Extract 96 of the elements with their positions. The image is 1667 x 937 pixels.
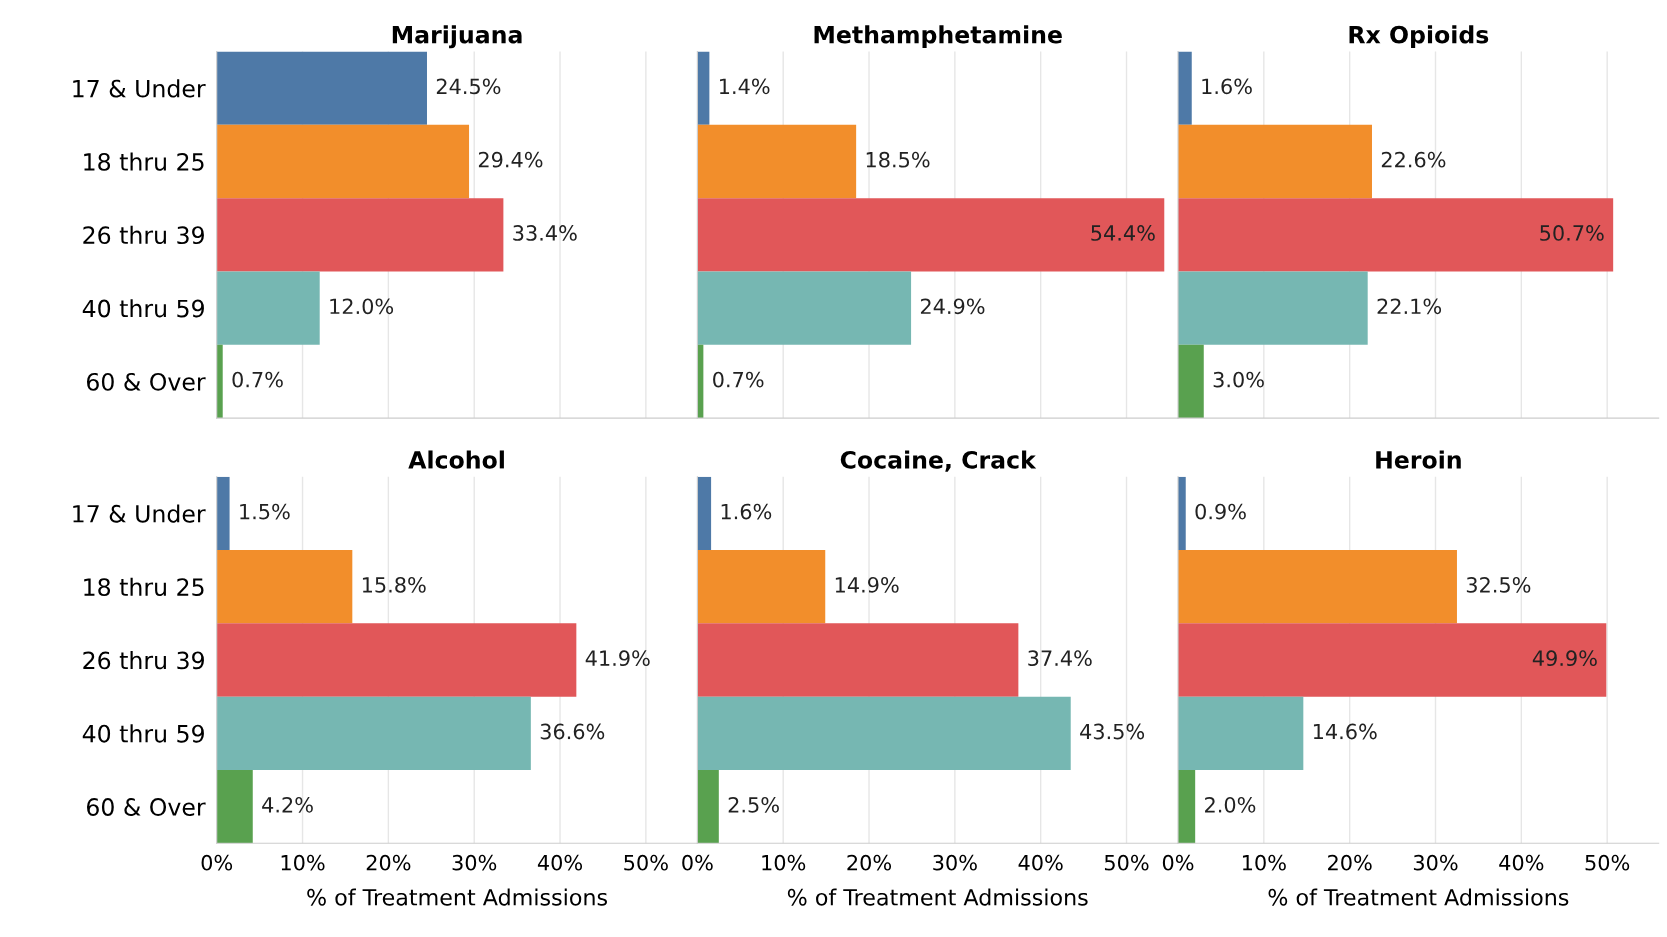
bar (216, 623, 577, 697)
data-label: 1.6% (721, 503, 772, 520)
data-label: 29.4% (478, 151, 543, 168)
data-label: 36.6% (540, 723, 605, 740)
y-tick-label: 60 & Over (86, 798, 206, 816)
x-tick-label: 0% (682, 854, 713, 871)
bar (216, 198, 504, 272)
x-tick-label: 0% (1162, 854, 1194, 871)
chart-title: Marijuana (392, 25, 522, 49)
data-label: 12.0% (330, 298, 394, 315)
data-label: 43.5% (1080, 723, 1145, 740)
y-tick-label: 17 & Under (73, 504, 206, 523)
bar (1178, 124, 1372, 199)
x-tick-label: 50% (624, 854, 668, 871)
bar (697, 124, 857, 199)
x-tick-label: 40% (537, 854, 583, 871)
data-label: 37.4% (1028, 650, 1092, 667)
chart-title: Cocaine, Crack (840, 450, 1037, 472)
bar (216, 696, 531, 770)
x-tick-label: 30% (933, 854, 977, 871)
x-tick-label: 10% (281, 854, 325, 871)
bar (216, 344, 223, 419)
data-label: 50.7% (1540, 225, 1604, 241)
x-tick-label: 30% (1413, 854, 1458, 871)
bar (697, 769, 719, 844)
data-label: 15.8% (362, 577, 426, 593)
data-label: 2.0% (1205, 796, 1256, 813)
y-tick-label: 40 thru 59 (82, 299, 204, 318)
data-label: 1.5% (240, 503, 290, 520)
x-tick-label: 40% (1499, 854, 1544, 871)
data-label: 24.9% (920, 298, 985, 315)
data-label: 54.4% (1091, 225, 1155, 241)
data-label: 32.5% (1466, 577, 1531, 593)
bar (216, 51, 427, 125)
data-label: 3.0% (1213, 371, 1264, 388)
data-label: 14.9% (835, 577, 899, 593)
x-tick-label: 20% (847, 854, 892, 871)
bar (697, 271, 912, 345)
bar (697, 198, 1165, 272)
x-axis-title: % of Treatment Admissions (787, 888, 1088, 906)
data-label: 22.1% (1377, 298, 1442, 315)
bar (697, 550, 826, 624)
y-tick-label: 26 thru 39 (83, 651, 204, 670)
bar (697, 623, 1019, 697)
x-tick-label: 20% (366, 854, 411, 871)
data-label: 2.5% (728, 796, 779, 813)
bar (1178, 198, 1614, 272)
chart-title: Alcohol (408, 450, 504, 469)
x-tick-label: 20% (1328, 854, 1372, 871)
data-label: 41.9% (585, 650, 650, 667)
y-tick-label: 17 & Under (73, 79, 206, 98)
x-tick-label: 10% (1242, 854, 1286, 871)
bar (216, 769, 253, 844)
y-tick-label: 18 thru 25 (84, 577, 204, 597)
data-label: 22.6% (1381, 151, 1446, 168)
chart-title: Methamphetamine (814, 25, 1062, 49)
bar (1178, 344, 1204, 419)
x-tick-label: 50% (1585, 854, 1630, 871)
data-label: 18.5% (866, 151, 930, 168)
bar (1178, 769, 1196, 844)
bar (1178, 623, 1607, 697)
bar (697, 476, 712, 551)
y-tick-label: 26 thru 39 (83, 225, 204, 245)
data-label: 33.4% (513, 225, 577, 241)
y-tick-label: 40 thru 59 (82, 724, 204, 743)
x-tick-label: 0% (201, 854, 233, 871)
chart-title: Rx Opioids (1349, 25, 1489, 49)
bar (1178, 696, 1304, 770)
x-tick-label: 30% (452, 854, 497, 871)
bar (1178, 550, 1457, 624)
bar (1178, 476, 1186, 551)
x-axis-title: % of Treatment Admissions (307, 888, 608, 906)
chart-title: Heroin (1376, 450, 1461, 469)
data-label: 0.7% (713, 371, 764, 388)
bar (216, 271, 320, 345)
data-label: 14.6% (1313, 723, 1377, 740)
data-label: 24.5% (436, 78, 501, 95)
bar (216, 550, 353, 624)
x-tick-label: 50% (1104, 854, 1149, 871)
data-label: 0.9% (1195, 503, 1246, 520)
data-label: 1.6% (1202, 78, 1252, 95)
data-label: 49.9% (1532, 650, 1597, 667)
data-label: 4.2% (262, 796, 313, 813)
y-tick-label: 60 & Over (86, 372, 206, 391)
y-tick-label: 18 thru 25 (84, 152, 204, 171)
bar (216, 124, 470, 199)
bar (1178, 271, 1368, 345)
data-label: 0.7% (232, 371, 283, 388)
bar (697, 696, 1071, 770)
data-label: 1.4% (720, 78, 770, 95)
bar (1178, 51, 1192, 125)
x-tick-label: 40% (1018, 854, 1063, 871)
x-tick-label: 10% (762, 854, 806, 871)
bar (697, 51, 710, 125)
bar (216, 476, 230, 551)
x-axis-title: % of Treatment Admissions (1268, 888, 1569, 906)
